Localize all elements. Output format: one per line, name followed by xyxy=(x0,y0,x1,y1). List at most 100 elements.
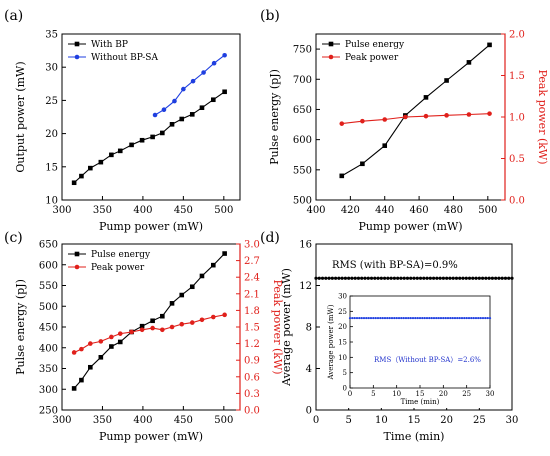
inset-data-point xyxy=(486,316,489,320)
x-tick-label: 15 xyxy=(408,415,421,426)
inset-data-point xyxy=(376,316,380,320)
data-point xyxy=(471,276,475,280)
legend-entry: Peak power xyxy=(345,53,399,63)
inset-y-tick-label: 0 xyxy=(343,385,347,393)
data-point xyxy=(379,276,383,280)
data-point xyxy=(484,276,488,280)
data-point xyxy=(117,339,123,345)
inset-y-tick-label: 15 xyxy=(338,339,347,347)
x-tick-label: 450 xyxy=(174,415,193,426)
inset-x-tick-label: 0 xyxy=(348,390,352,398)
data-point xyxy=(320,276,325,280)
inset-x-tick-label: 10 xyxy=(392,390,401,398)
data-point xyxy=(150,318,155,324)
data-point xyxy=(490,276,494,280)
inset-data-point xyxy=(414,316,417,320)
data-point xyxy=(160,130,165,136)
series-peak-power xyxy=(71,312,227,355)
annotation: RMS (with BP-SA)=0.9% xyxy=(332,260,458,271)
inset-data-point xyxy=(416,316,419,320)
inset-data-point xyxy=(372,316,375,320)
inset-data-point xyxy=(395,316,398,320)
legend-entry: With BP xyxy=(91,40,128,50)
x-tick-label: 350 xyxy=(93,415,112,426)
inset-data-point xyxy=(458,316,461,320)
data-point xyxy=(211,60,217,66)
series-data xyxy=(314,276,514,280)
data-point xyxy=(494,276,498,280)
data-point xyxy=(423,95,429,100)
y-right-tick-label: 2.7 xyxy=(244,256,260,267)
data-point xyxy=(343,276,347,280)
series-line xyxy=(341,113,490,125)
x-tick-label: 0 xyxy=(313,415,319,426)
data-point xyxy=(88,364,93,370)
inset-data-point xyxy=(481,316,485,320)
inset-data-point xyxy=(390,316,394,320)
data-point xyxy=(150,134,155,140)
data-point xyxy=(160,313,165,319)
data-point xyxy=(340,276,344,280)
data-point xyxy=(474,276,478,280)
inset-data-point xyxy=(402,316,405,320)
data-point xyxy=(211,97,216,103)
panel-label: (d) xyxy=(260,230,280,246)
data-point xyxy=(438,276,442,280)
data-point xyxy=(382,143,388,148)
data-point xyxy=(79,346,84,352)
data-point xyxy=(181,86,186,92)
y-tick-label: 750 xyxy=(293,45,312,56)
inset-data-point xyxy=(463,316,466,320)
data-point xyxy=(189,320,195,325)
y-right-tick-label: 3.0 xyxy=(244,240,260,251)
data-point xyxy=(334,276,338,280)
data-point xyxy=(152,112,158,118)
data-point xyxy=(211,314,216,320)
x-tick-label: 400 xyxy=(306,205,325,216)
inset-data-point xyxy=(446,316,450,320)
data-point xyxy=(199,273,205,279)
y-tick-label: 0 xyxy=(306,406,312,417)
data-point xyxy=(467,276,472,280)
legend: With BP Without BP-SA xyxy=(68,40,158,63)
data-point xyxy=(222,312,227,318)
inset-y-tick-label: 25 xyxy=(338,308,347,316)
data-point xyxy=(448,276,452,280)
y-right-tick-label: 1.8 xyxy=(244,306,260,317)
data-point xyxy=(403,114,408,120)
inset-data-point xyxy=(488,316,492,320)
data-point xyxy=(418,276,423,280)
data-point xyxy=(324,276,328,280)
inset-data-point xyxy=(474,316,478,320)
x-tick-label: 5 xyxy=(345,415,351,426)
data-point xyxy=(412,276,416,280)
legend-entry: Without BP-SA xyxy=(91,53,158,63)
x-axis-label: Pump power (mW) xyxy=(99,220,203,233)
inset-data-point xyxy=(428,316,431,320)
data-point xyxy=(179,292,185,298)
x-tick-label: 350 xyxy=(93,205,112,216)
data-point xyxy=(428,276,432,280)
inset-data-point xyxy=(400,316,403,320)
inset-data-point xyxy=(386,316,389,320)
data-point xyxy=(117,331,123,336)
inset-data-point xyxy=(397,316,401,320)
data-point xyxy=(330,276,334,280)
inset-annotation: RMS（Without BP-SA）=2.6% xyxy=(374,356,481,364)
y-axis-label: Pulse energy (pJ) xyxy=(268,69,281,165)
inset-data-point xyxy=(453,316,457,320)
data-point xyxy=(339,121,345,126)
x-tick-label: 300 xyxy=(52,205,71,216)
y-right-tick-label: 1.5 xyxy=(509,71,525,82)
series-line xyxy=(341,44,490,177)
y-tick-label: 550 xyxy=(293,165,312,176)
x-tick-label: 460 xyxy=(410,205,429,216)
data-point xyxy=(445,276,449,280)
inset-data-point xyxy=(439,316,443,320)
data-point xyxy=(79,377,84,383)
x-tick-label: 30 xyxy=(506,415,519,426)
x-tick-label: 500 xyxy=(478,205,497,216)
inset-data-point xyxy=(435,316,438,320)
inset-data-point xyxy=(442,316,445,320)
data-point xyxy=(179,321,185,327)
